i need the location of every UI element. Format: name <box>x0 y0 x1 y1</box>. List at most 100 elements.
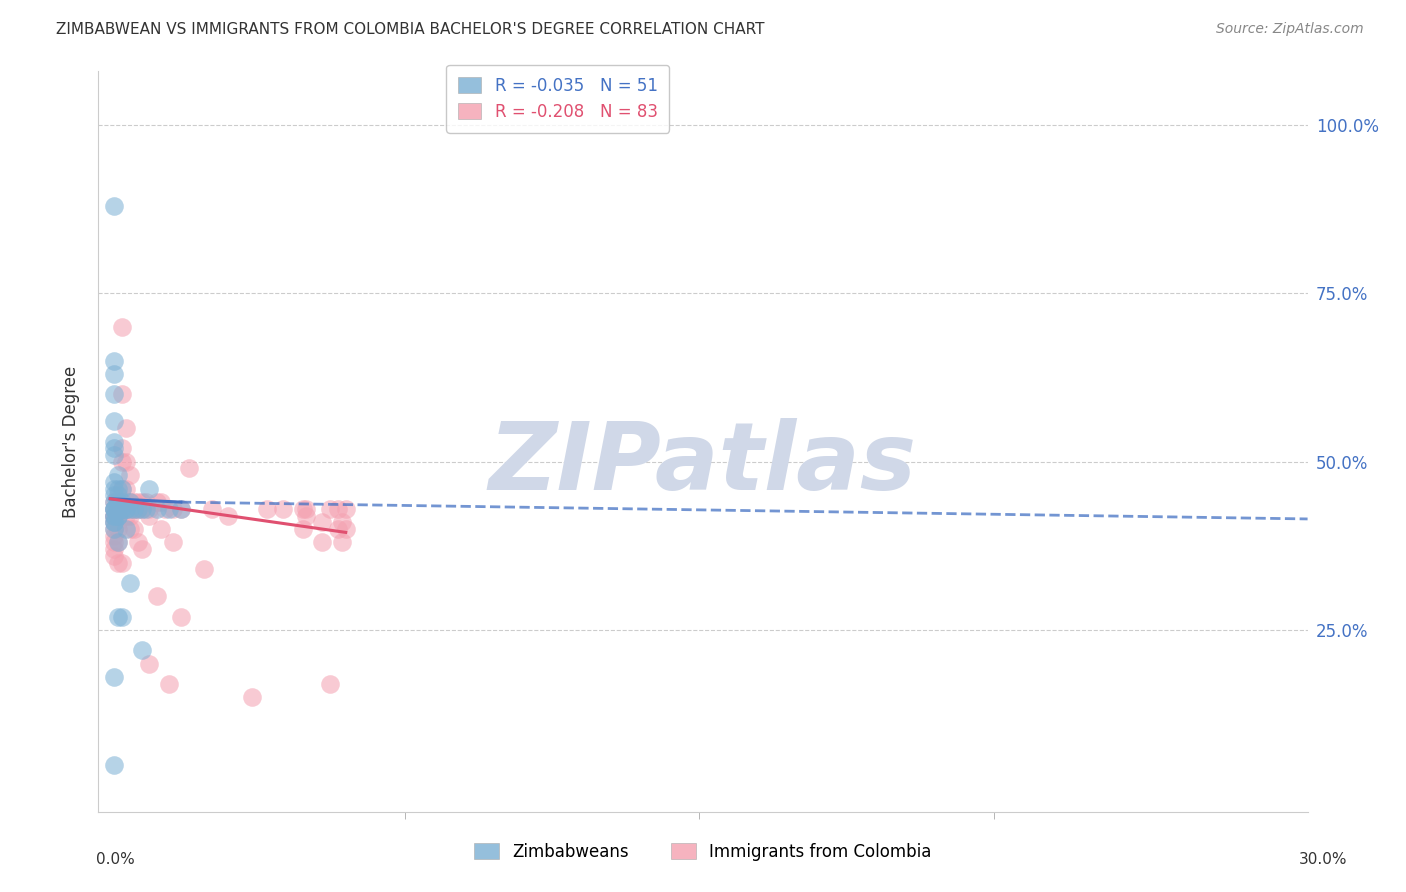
Point <box>103 488 125 502</box>
Point <box>122 501 145 516</box>
Point <box>118 468 141 483</box>
Point <box>157 677 180 691</box>
Point <box>107 501 129 516</box>
Point <box>118 501 141 516</box>
Point <box>103 508 125 523</box>
Point <box>240 690 263 705</box>
Point <box>111 442 134 456</box>
Point <box>103 522 125 536</box>
Legend: Zimbabweans, Immigrants from Colombia: Zimbabweans, Immigrants from Colombia <box>468 837 938 868</box>
Point <box>111 495 134 509</box>
Point <box>103 670 125 684</box>
Point <box>146 495 169 509</box>
Point <box>107 495 129 509</box>
Point <box>107 535 129 549</box>
Point <box>103 442 125 456</box>
Point <box>107 495 129 509</box>
Point <box>127 495 149 509</box>
Point <box>103 501 125 516</box>
Point <box>107 508 129 523</box>
Text: 30.0%: 30.0% <box>1299 852 1347 867</box>
Point <box>107 556 129 570</box>
Point <box>170 501 193 516</box>
Point <box>138 508 160 523</box>
Point <box>107 508 129 523</box>
Point <box>103 516 125 530</box>
Point <box>291 501 314 516</box>
Point <box>111 387 134 401</box>
Point <box>150 495 173 509</box>
Point <box>217 508 239 523</box>
Point <box>170 609 193 624</box>
Y-axis label: Bachelor's Degree: Bachelor's Degree <box>62 366 80 517</box>
Point <box>111 609 134 624</box>
Point <box>122 495 145 509</box>
Point <box>131 643 153 657</box>
Point <box>319 501 342 516</box>
Text: 0.0%: 0.0% <box>96 852 135 867</box>
Point <box>138 657 160 671</box>
Point <box>103 501 125 516</box>
Point <box>111 482 134 496</box>
Point <box>111 501 134 516</box>
Point <box>201 501 224 516</box>
Point <box>111 556 134 570</box>
Point <box>103 475 125 489</box>
Point <box>146 590 169 604</box>
Point <box>153 501 176 516</box>
Point <box>111 501 134 516</box>
Point <box>295 501 318 516</box>
Point <box>170 501 193 516</box>
Text: ZIMBABWEAN VS IMMIGRANTS FROM COLOMBIA BACHELOR'S DEGREE CORRELATION CHART: ZIMBABWEAN VS IMMIGRANTS FROM COLOMBIA B… <box>56 22 765 37</box>
Point <box>103 495 125 509</box>
Point <box>135 495 157 509</box>
Point <box>335 501 357 516</box>
Point <box>131 542 153 557</box>
Point <box>330 535 353 549</box>
Point <box>107 501 129 516</box>
Point <box>118 522 141 536</box>
Point <box>118 508 141 523</box>
Point <box>103 368 125 382</box>
Point <box>115 482 138 496</box>
Point <box>111 455 134 469</box>
Point <box>162 535 184 549</box>
Point <box>311 516 333 530</box>
Point <box>103 501 125 516</box>
Point <box>127 535 149 549</box>
Point <box>111 482 134 496</box>
Point <box>103 448 125 462</box>
Point <box>115 421 138 435</box>
Point <box>103 414 125 428</box>
Point <box>103 516 125 530</box>
Point <box>103 516 125 530</box>
Point <box>118 495 141 509</box>
Point <box>131 501 153 516</box>
Point <box>107 516 129 530</box>
Point <box>122 501 145 516</box>
Point <box>107 522 129 536</box>
Point <box>271 501 294 516</box>
Point <box>138 482 160 496</box>
Point <box>103 757 125 772</box>
Point <box>103 199 125 213</box>
Point <box>118 575 141 590</box>
Point <box>118 501 141 516</box>
Point <box>107 609 129 624</box>
Point <box>122 501 145 516</box>
Point <box>103 542 125 557</box>
Point <box>127 501 149 516</box>
Point <box>103 529 125 543</box>
Point <box>146 501 169 516</box>
Point <box>150 522 173 536</box>
Point <box>103 508 125 523</box>
Point <box>103 387 125 401</box>
Point <box>107 501 129 516</box>
Point <box>330 516 353 530</box>
Point <box>311 535 333 549</box>
Point <box>103 501 125 516</box>
Point <box>118 495 141 509</box>
Point <box>103 535 125 549</box>
Point <box>115 522 138 536</box>
Point <box>162 501 184 516</box>
